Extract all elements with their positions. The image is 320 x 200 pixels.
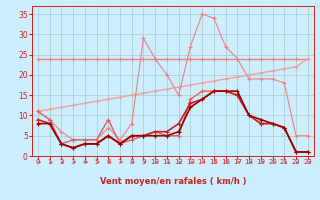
X-axis label: Vent moyen/en rafales ( km/h ): Vent moyen/en rafales ( km/h )	[100, 177, 246, 186]
